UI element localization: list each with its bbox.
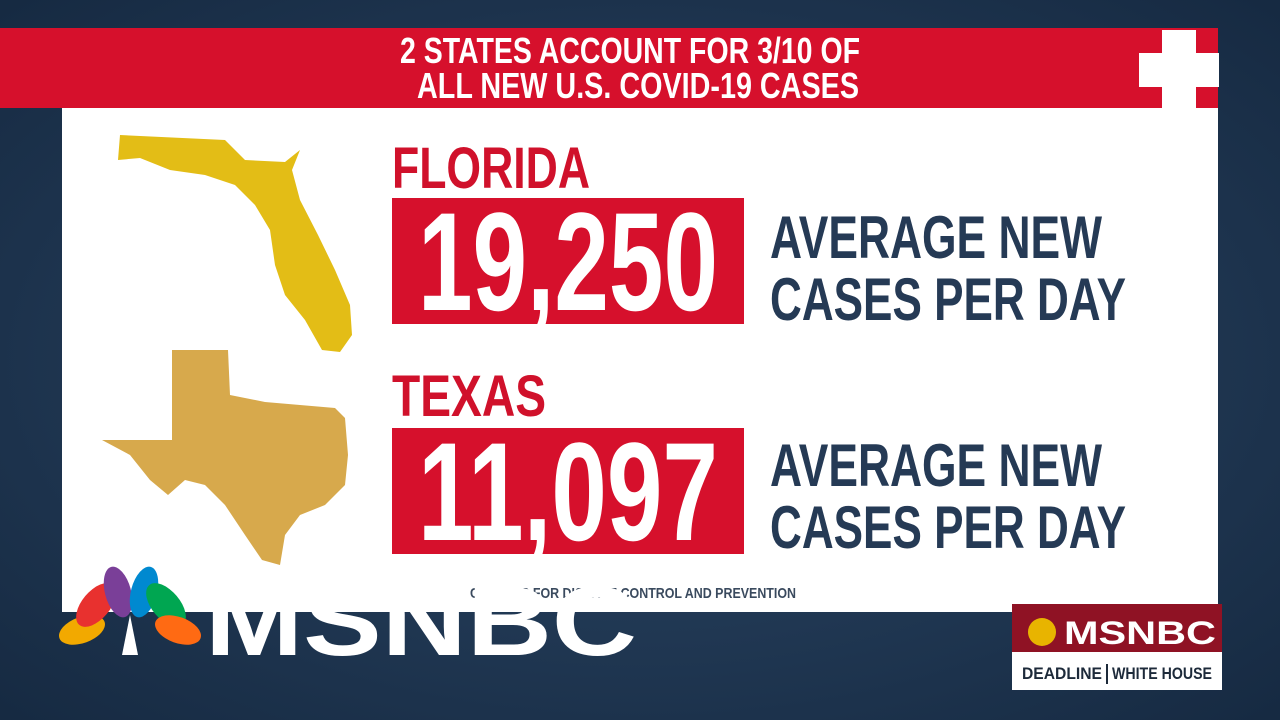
label-line: CASES PER DAY — [770, 494, 1126, 561]
medical-cross — [1139, 30, 1219, 110]
source: CENTERS FOR DISEASE CONTROL AND PREVENTI… — [470, 585, 796, 602]
bug-network: MSNBC — [1064, 615, 1216, 651]
state-name: FLORIDA — [392, 136, 590, 201]
bug-show: DEADLINE — [1022, 664, 1102, 683]
label-line: AVERAGE NEW — [770, 432, 1102, 499]
texas-map — [102, 350, 348, 565]
number-box — [392, 198, 744, 324]
title-line: 2 STATES ACCOUNT FOR 3/10 OF — [400, 30, 860, 71]
show-bug: MSNBC DEADLINE WHITE HOUSE — [1012, 604, 1222, 690]
logo-text: MSNBC — [205, 566, 637, 676]
florida-block: FLORIDA 19,250 AVERAGE NEW CASES PER DAY — [392, 136, 1126, 340]
bug-show: WHITE HOUSE — [1112, 664, 1212, 683]
state-name: TEXAS — [392, 364, 546, 429]
label-line: CASES PER DAY — [770, 266, 1126, 333]
texas-block: TEXAS 11,097 AVERAGE NEW CASES PER DAY — [392, 364, 1126, 570]
peacock-logo — [59, 566, 201, 655]
case-number: 19,250 — [418, 183, 718, 340]
florida-map — [118, 135, 352, 352]
label-line: AVERAGE NEW — [770, 204, 1102, 271]
title-line: ALL NEW U.S. COVID-19 CASES — [417, 65, 859, 106]
header-bar — [0, 28, 1218, 108]
number-box — [392, 428, 744, 554]
case-number: 11,097 — [418, 413, 718, 570]
